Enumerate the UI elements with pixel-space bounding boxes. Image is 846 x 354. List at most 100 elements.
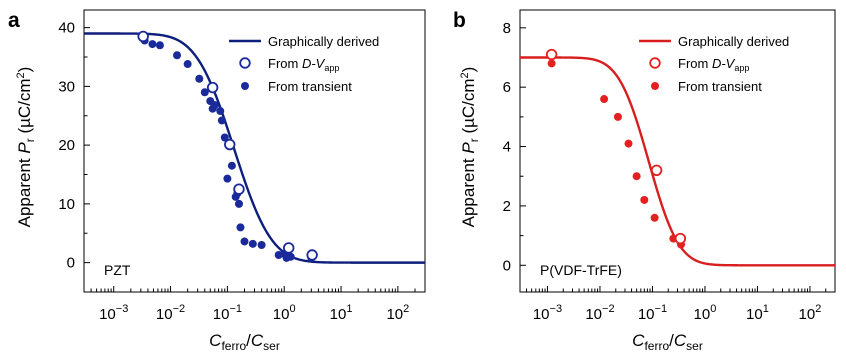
x-tick-label: 10−3	[99, 303, 128, 323]
x-label-slash: /	[246, 331, 251, 350]
x-tick-mantissa: 10	[746, 306, 763, 323]
x-label-sub-ferro: ferro	[644, 339, 669, 353]
panel-b: b10−3 10−2 10−1 100 101 10202468Cferro/CserAp…	[453, 9, 836, 353]
x-tick-label: 100	[694, 303, 717, 323]
y-label-sup: 2	[459, 72, 471, 78]
y-tick-label: 4	[503, 139, 511, 156]
transient-point	[173, 51, 182, 60]
transient-point	[240, 237, 249, 246]
x-label-c: C	[632, 331, 645, 350]
transient-point	[148, 40, 157, 49]
transient-point	[210, 101, 219, 110]
transient-point	[600, 95, 609, 104]
x-tick-mantissa: 10	[638, 306, 655, 323]
legend-dv: D-V	[712, 56, 736, 71]
transient-point	[183, 60, 192, 69]
x-axis: 10−3 10−2 10−1 100 101 102	[519, 286, 836, 323]
legend-label-dv: From D-Vapp	[268, 56, 339, 73]
legend-open-marker	[649, 57, 661, 69]
x-tick-label: 10−1	[213, 303, 242, 323]
x-axis: 10−3 10−2 10−1 100 101 102	[83, 286, 426, 323]
x-label-sub-ser: ser	[686, 339, 703, 353]
plot-frame	[519, 9, 836, 293]
y-label-p: P	[15, 142, 34, 154]
transient-point	[632, 172, 641, 181]
plot-frame	[83, 9, 426, 293]
legend-filled-marker	[241, 82, 249, 90]
y-label-sup: 2	[15, 72, 27, 78]
x-tick-mantissa: 10	[386, 306, 403, 323]
x-tick-mantissa: 10	[330, 306, 347, 323]
x-tick-exponent: −2	[173, 303, 186, 315]
dv-point	[306, 249, 318, 261]
y-label-units: (µC/cm	[15, 78, 34, 138]
transient-point	[613, 112, 622, 121]
x-tick-label: 10−3	[533, 303, 562, 323]
y-tick-label: 6	[503, 79, 511, 96]
x-tick-exponent: −3	[116, 303, 129, 315]
y-axis: 0 2 4 6 8	[503, 20, 526, 274]
transient-point	[236, 223, 245, 232]
x-label-sub-ferro: ferro	[221, 339, 246, 353]
x-tick-mantissa: 10	[694, 306, 711, 323]
dv-point	[674, 232, 687, 245]
x-tick-label: 10−2	[156, 303, 185, 323]
transient-point	[227, 161, 236, 170]
sample-annotation: P(VDF-TrFE)	[540, 262, 622, 278]
x-label-sub-ser: ser	[263, 339, 280, 353]
x-tick-exponent: 2	[815, 303, 821, 315]
panel-letter: a	[8, 9, 20, 32]
dv-point	[233, 183, 245, 195]
transient-point	[640, 195, 649, 204]
x-tick-exponent: 0	[289, 303, 295, 315]
x-axis-label: Cferro/Cser	[632, 331, 703, 353]
transient-point	[216, 107, 225, 116]
transient-point	[624, 139, 633, 148]
legend-label-curve: Graphically derived	[678, 34, 789, 49]
legend-from: From	[678, 56, 712, 71]
legend-label-transient: From transient	[268, 79, 352, 94]
y-tick-label: 8	[503, 20, 511, 37]
x-tick-exponent: 0	[710, 303, 716, 315]
legend-label-curve: Graphically derived	[268, 34, 379, 49]
y-label-prefix: Apparent	[459, 154, 478, 228]
x-tick-mantissa: 10	[156, 306, 173, 323]
transient-point	[220, 133, 229, 142]
legend-label-dv: From D-Vapp	[678, 56, 749, 73]
y-axis-label: Apparent Pr (µC/cm2)	[459, 67, 481, 228]
panel-letter: b	[453, 9, 466, 32]
fit-curve	[84, 32, 425, 264]
y-tick-label: 40	[58, 20, 75, 37]
dv-point	[650, 164, 663, 176]
dv-point	[137, 30, 149, 43]
x-tick-exponent: −2	[602, 303, 615, 315]
y-label-p: P	[459, 142, 478, 154]
x-tick-label: 101	[746, 303, 769, 323]
y-label-prefix: Apparent	[15, 154, 34, 228]
x-tick-exponent: −1	[229, 303, 242, 315]
x-tick-mantissa: 10	[533, 306, 550, 323]
transient-point	[234, 199, 243, 208]
dv-point	[224, 138, 236, 151]
y-label-units: (µC/cm	[459, 78, 478, 138]
y-tick-label: 2	[503, 198, 511, 215]
legend-filled-marker	[651, 82, 659, 90]
transient-point	[257, 241, 266, 249]
y-label-close: )	[459, 67, 478, 73]
panel-a: a10−3 10−2 10−1 100 101 102010203040Cferro/Cs…	[8, 9, 426, 353]
x-label-c: C	[209, 331, 222, 350]
transient-point	[155, 41, 164, 50]
x-tick-mantissa: 10	[273, 306, 290, 323]
x-tick-label: 102	[386, 303, 409, 323]
x-label-slash: /	[669, 331, 674, 350]
y-tick-label: 0	[503, 257, 511, 274]
legend: Graphically derived From D-Vapp From trans…	[639, 34, 789, 94]
x-tick-mantissa: 10	[585, 306, 602, 323]
x-tick-label: 102	[799, 303, 822, 323]
legend-from: From	[268, 56, 302, 71]
x-axis-label: Cferro/Cser	[209, 331, 280, 353]
y-axis: 0 10 20 30 40	[58, 20, 90, 272]
y-tick-label: 30	[58, 78, 75, 95]
y-axis-label: Apparent Pr (µC/cm2)	[15, 67, 37, 228]
